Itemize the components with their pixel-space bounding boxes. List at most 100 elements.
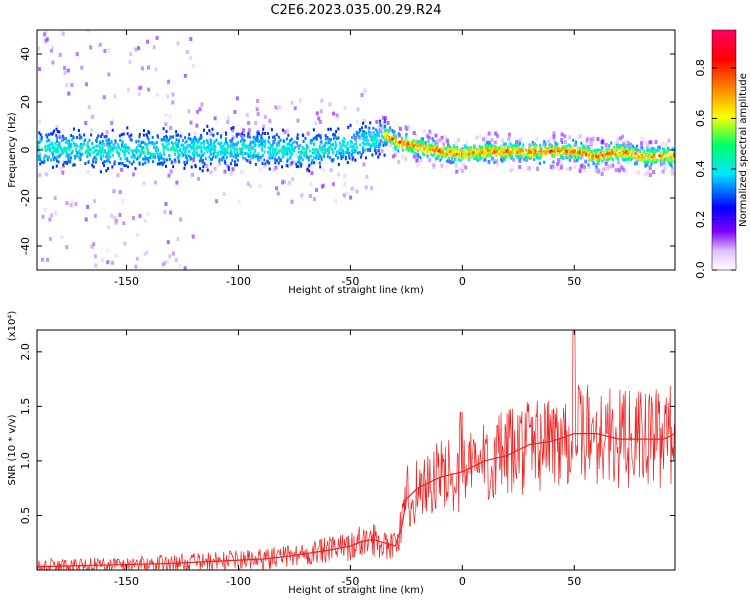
spectrogram-cell bbox=[374, 137, 377, 141]
spectrogram-cell bbox=[66, 139, 69, 143]
spectrogram-cell bbox=[595, 154, 598, 158]
spectrogram-cell bbox=[659, 154, 662, 158]
spectrogram-cell bbox=[248, 135, 251, 139]
spectrogram-cell bbox=[567, 143, 570, 147]
spectrogram-cell bbox=[126, 165, 129, 169]
spectrogram-cell bbox=[221, 150, 224, 154]
spectrogram-cell bbox=[236, 150, 239, 154]
snr-x-tick-label: -100 bbox=[226, 575, 251, 588]
spectrogram-cell bbox=[480, 153, 483, 157]
spectrogram-cell bbox=[156, 162, 159, 166]
spectrogram-cell bbox=[395, 143, 398, 147]
spectrogram-cell bbox=[106, 140, 109, 144]
spectrogram-cell bbox=[435, 148, 438, 152]
spectrogram-cell bbox=[256, 99, 260, 104]
spectrogram-cell bbox=[344, 157, 347, 161]
spectrogram-cell bbox=[313, 151, 316, 155]
spectrogram-cell bbox=[249, 143, 252, 147]
spectrogram-cell bbox=[256, 112, 260, 117]
spectrogram-cell bbox=[272, 155, 276, 160]
spectrogram-cell bbox=[646, 153, 649, 157]
spectrogram-cell bbox=[500, 147, 503, 151]
spectrogram-cell bbox=[446, 159, 450, 164]
spectrogram-cell bbox=[567, 151, 570, 155]
spectrogram-cell bbox=[637, 151, 640, 155]
spectrogram-cell bbox=[505, 149, 508, 153]
spectrogram-cell bbox=[640, 158, 643, 162]
spectrogram-cell bbox=[237, 140, 240, 144]
spectrogram-cell bbox=[189, 157, 192, 161]
spectrogram-cell bbox=[124, 157, 127, 161]
spectrogram-cell bbox=[201, 159, 204, 163]
spectrogram-cell bbox=[572, 138, 575, 142]
spectrogram-cell bbox=[264, 162, 267, 166]
spectrogram-cell bbox=[548, 137, 552, 142]
spectrogram-cell bbox=[337, 136, 340, 140]
spectrogram-cell bbox=[155, 35, 159, 40]
spectrogram-cell bbox=[118, 212, 122, 217]
spectrogram-cell bbox=[172, 147, 175, 151]
spectrogram-cell bbox=[163, 260, 167, 265]
spectrogram-cell bbox=[583, 168, 587, 173]
spectrogram-cell bbox=[407, 141, 410, 145]
spectrogram-cell bbox=[263, 150, 266, 154]
spectrogram-cell bbox=[432, 164, 436, 169]
spectrogram-cell bbox=[209, 143, 212, 147]
colorbar-ticks: 0.00.20.40.60.8 bbox=[694, 59, 736, 279]
spectrogram-cell bbox=[102, 161, 105, 165]
spectrogram-cell bbox=[386, 120, 390, 125]
spectrogram-cell bbox=[259, 139, 262, 143]
spectrogram-cell bbox=[643, 156, 646, 160]
spectrogram-cell bbox=[155, 145, 158, 149]
spectrogram-cell bbox=[257, 156, 260, 160]
spectrogram-cell bbox=[132, 216, 136, 221]
spectrogram-cell bbox=[368, 132, 371, 136]
spectrogram-cell bbox=[381, 134, 384, 138]
spectrogram-cell bbox=[465, 140, 469, 145]
spectrogram-cell bbox=[113, 216, 117, 221]
spectrogram-cell bbox=[129, 52, 133, 57]
spectrogram-cell bbox=[392, 142, 395, 146]
spectrogram-cell bbox=[618, 162, 622, 167]
spectrogram-cell bbox=[131, 172, 135, 177]
spectrogram-cell bbox=[487, 131, 491, 136]
spectrogram-cell bbox=[549, 145, 552, 149]
spectrogram-cell bbox=[183, 166, 186, 170]
spectrogram-cell bbox=[199, 141, 202, 145]
spectrogram-cell bbox=[61, 31, 65, 36]
spectrogram-cell bbox=[394, 142, 397, 146]
spectrogram-cell bbox=[573, 154, 576, 158]
spectrogram-cell bbox=[587, 145, 590, 149]
spectrogram-cell bbox=[110, 166, 114, 171]
colorbar-tick-label: 0.4 bbox=[694, 160, 707, 178]
spectrogram-cell bbox=[459, 154, 462, 158]
spectrogram-cell bbox=[579, 156, 582, 160]
snr-y-tick-label: 2.0 bbox=[19, 343, 32, 361]
spectrogram-cell bbox=[588, 146, 591, 150]
spectrogram-cell bbox=[76, 136, 79, 140]
spectrogram-cell bbox=[488, 149, 491, 153]
spectrogram-cell bbox=[90, 114, 94, 119]
spectrogram-cell bbox=[427, 146, 430, 150]
spectrogram-cell bbox=[435, 145, 438, 149]
spectrogram-cell bbox=[456, 137, 460, 142]
spectrogram-cell bbox=[100, 157, 103, 161]
spectrogram-cell bbox=[549, 143, 552, 147]
spectrogram-cell bbox=[224, 161, 227, 165]
spectrogram-cell bbox=[450, 161, 453, 165]
spectrogram-cell bbox=[462, 163, 466, 168]
spectrogram-cell bbox=[55, 147, 58, 151]
spectrogram-cell bbox=[111, 146, 114, 150]
spectrogram-cell bbox=[352, 146, 355, 150]
spectrogram-cell bbox=[242, 144, 245, 148]
spectrogram-cell bbox=[55, 157, 58, 161]
spectrogram-cell bbox=[509, 142, 512, 146]
spectrogram-cell bbox=[493, 140, 497, 145]
spectrogram-cell bbox=[457, 152, 460, 156]
spectrogram-cell bbox=[286, 159, 289, 163]
spectrogram-cell bbox=[93, 254, 97, 259]
spectrogram-cell bbox=[272, 167, 276, 172]
spectrogram-cell bbox=[319, 136, 322, 140]
spectrogram-cell bbox=[99, 155, 102, 159]
spectrogram-cell bbox=[225, 156, 228, 160]
